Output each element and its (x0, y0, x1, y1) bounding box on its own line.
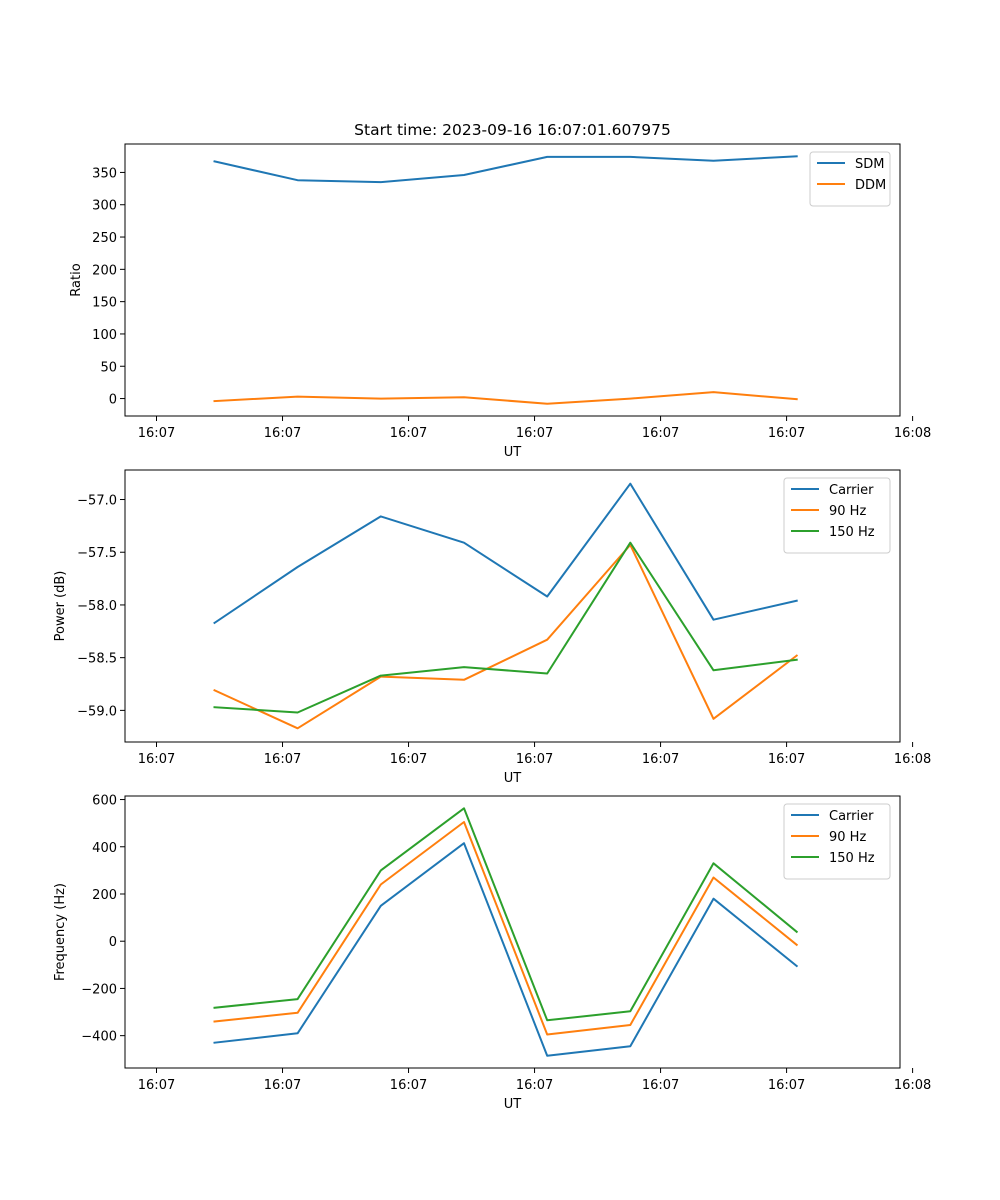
y-tick-label: −400 (81, 1030, 117, 1045)
x-axis-label: UT (504, 445, 522, 460)
legend-label: 90 Hz (829, 504, 866, 519)
series-line-90-hz (213, 543, 799, 730)
axes-frame (124, 469, 901, 743)
y-tick-label: 250 (92, 231, 117, 246)
y-tick-label: 0 (109, 393, 117, 408)
y-axis-label: Ratio (69, 263, 84, 296)
x-tick-label: 16:07 (138, 752, 175, 767)
legend-label: Carrier (829, 809, 874, 824)
x-tick-label: 16:07 (138, 1078, 175, 1093)
x-tick-label: 16:08 (894, 752, 931, 767)
series-line-90-hz (213, 821, 799, 1036)
y-tick-label: −59.0 (77, 704, 117, 719)
chart-title: Start time: 2023-09-16 16:07:01.607975 (354, 121, 671, 139)
x-tick-label: 16:07 (642, 426, 679, 441)
y-tick-label: −57.5 (77, 546, 117, 561)
y-tick-label: 0 (109, 935, 117, 950)
y-tick-label: 400 (92, 841, 117, 856)
axes-frame (124, 795, 901, 1069)
series-line-150-hz (213, 807, 799, 1022)
frequency-panel: 16:07 16:07 16:07 16:07 16:07 16:07 16:08 −400 −… (53, 794, 931, 1112)
legend-label: Carrier (829, 483, 874, 498)
series-line-sdm (213, 155, 798, 184)
x-tick-label: 16:07 (264, 752, 301, 767)
series-line-carrier (213, 842, 799, 1057)
legend-box (809, 151, 891, 207)
x-tick-label: 16:07 (390, 752, 427, 767)
series-line-carrier (213, 482, 798, 625)
y-tick-label: 150 (92, 296, 117, 311)
legend-box (783, 803, 891, 880)
x-tick-label: 16:07 (768, 1078, 805, 1093)
legend-label: 150 Hz (829, 525, 875, 540)
x-tick-label: 16:07 (516, 752, 553, 767)
x-tick-label: 16:08 (894, 426, 931, 441)
x-tick-label: 16:07 (516, 1078, 553, 1093)
y-tick-label: 600 (92, 794, 117, 809)
y-tick-label: −57.0 (77, 494, 117, 509)
x-axis-label: UT (504, 1097, 522, 1112)
power-panel: 16:07 16:07 16:07 16:07 16:07 16:07 16:08 −59.0… (53, 469, 931, 786)
ratio-panel: 16:07 16:07 16:07 16:07 16:07 16:07 16:08 0 50 10… (69, 121, 931, 460)
y-axis-label: Power (dB) (53, 571, 68, 642)
x-tick-label: 16:07 (390, 1078, 427, 1093)
y-tick-label: 200 (92, 263, 117, 278)
x-tick-label: 16:07 (264, 1078, 301, 1093)
x-tick-label: 16:07 (642, 1078, 679, 1093)
legend-label: 90 Hz (829, 830, 866, 845)
y-tick-label: −58.0 (77, 599, 117, 614)
y-tick-label: 350 (92, 166, 117, 181)
axes-frame (124, 143, 901, 417)
x-tick-label: 16:07 (768, 426, 805, 441)
series-line-ddm (213, 391, 798, 405)
legend-label: 150 Hz (829, 851, 875, 866)
y-tick-label: 300 (92, 199, 117, 214)
y-tick-label: 100 (92, 328, 117, 343)
y-tick-label: 50 (100, 360, 117, 375)
legend-label: SDM (855, 157, 884, 172)
legend-box (783, 477, 891, 554)
y-tick-label: −58.5 (77, 652, 117, 667)
y-axis-label: Frequency (Hz) (53, 883, 68, 981)
x-tick-label: 16:07 (264, 426, 301, 441)
legend-label: DDM (855, 178, 886, 193)
x-tick-label: 16:07 (642, 752, 679, 767)
x-tick-label: 16:07 (768, 752, 805, 767)
series-line-150-hz (213, 541, 798, 714)
x-axis-label: UT (504, 771, 522, 786)
x-tick-label: 16:07 (138, 426, 175, 441)
y-tick-label: 200 (92, 888, 117, 903)
x-tick-label: 16:07 (390, 426, 427, 441)
y-tick-label: −200 (81, 982, 117, 997)
x-tick-label: 16:08 (894, 1078, 931, 1093)
x-tick-label: 16:07 (516, 426, 553, 441)
